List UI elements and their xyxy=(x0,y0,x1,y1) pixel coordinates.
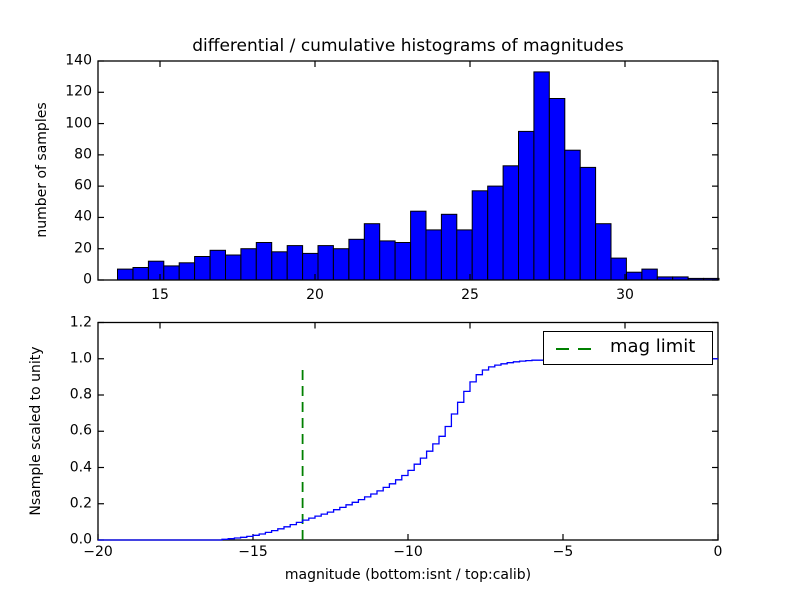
histogram-bar xyxy=(487,185,504,281)
histogram-bar xyxy=(132,267,149,281)
histogram-bar xyxy=(363,223,381,281)
histogram-bar xyxy=(348,238,365,281)
histogram-bar xyxy=(471,190,489,281)
histogram-bar xyxy=(579,166,597,281)
histogram-bar xyxy=(410,210,427,281)
histogram-bar xyxy=(271,251,288,281)
histogram-bar xyxy=(209,249,227,281)
histogram-bar xyxy=(610,257,627,281)
histogram-bar xyxy=(178,262,196,281)
histogram-bar xyxy=(456,229,473,281)
top-histogram-bars xyxy=(117,71,720,281)
histogram-bar xyxy=(302,252,319,281)
histogram-bar xyxy=(533,71,550,281)
legend-label: mag limit xyxy=(610,336,696,357)
histogram-bar xyxy=(255,242,273,281)
histogram-bar xyxy=(240,248,257,281)
legend-box: mag limit xyxy=(543,331,713,365)
histogram-bar xyxy=(286,245,304,281)
histogram-bar xyxy=(518,130,535,281)
histogram-bar xyxy=(595,223,612,281)
histogram-bar xyxy=(502,165,520,281)
histogram-bar xyxy=(194,256,211,281)
histogram-bar xyxy=(564,149,581,281)
histogram-bar xyxy=(394,242,412,281)
histogram-bar xyxy=(641,268,658,281)
histogram-bar xyxy=(117,268,134,281)
histogram-bar xyxy=(332,248,350,281)
top-axes-frame xyxy=(97,60,719,281)
cumulative-curve xyxy=(98,358,718,541)
histogram-bar xyxy=(425,229,442,281)
histogram-bar xyxy=(163,265,180,281)
histogram-bar xyxy=(317,245,334,281)
histogram-bar xyxy=(548,98,566,281)
histogram-bar xyxy=(225,254,242,281)
histogram-bar xyxy=(147,260,165,281)
histogram-bar xyxy=(379,240,396,281)
histogram-bar xyxy=(440,213,458,281)
axis-tick-marks xyxy=(97,60,719,541)
histogram-bar xyxy=(626,271,643,281)
legend-dashed-line-sample xyxy=(556,348,600,350)
